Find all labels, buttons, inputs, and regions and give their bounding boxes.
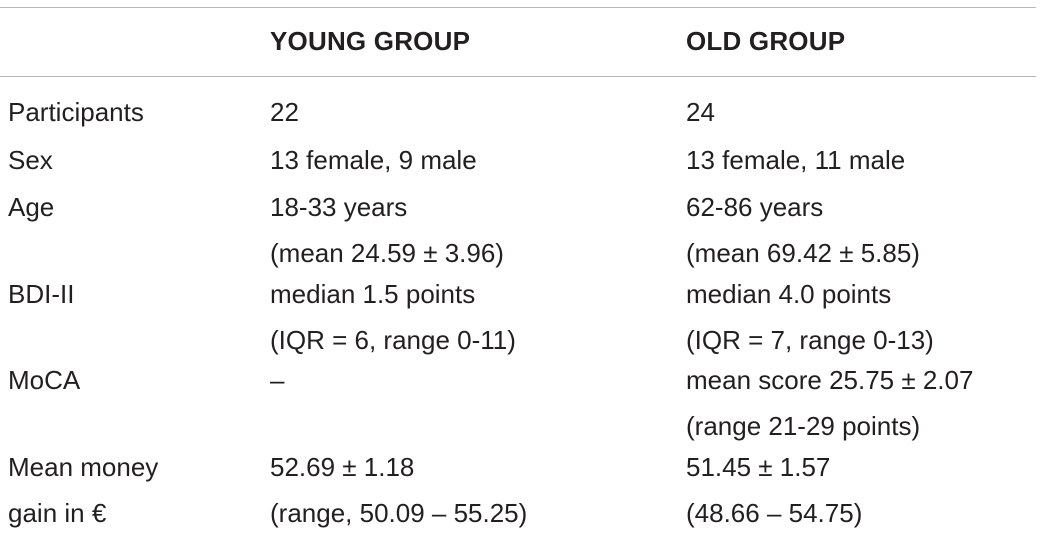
old-bdi-cell: median 4.0 points (IQR = 7, range 0-13) [686,279,934,355]
row-label-mean-money-gain: Mean money gain in € [8,452,159,528]
young-money-gain-cell: 52.69 ± 1.18 (range, 50.09 – 55.25) [270,452,528,528]
header-rule [0,76,1036,77]
young-bdi-cell: median 1.5 points (IQR = 6, range 0-11) [270,279,516,355]
row-label-age: Age [8,192,55,222]
row-label-sex: Sex [8,145,53,175]
table-top-rule [0,7,1036,8]
young-sex-cell: 13 female, 9 male [270,145,477,175]
column-header-old-group: OLD GROUP [686,26,846,56]
row-label-bdi-ii: BDI-II [8,279,75,309]
row-label-participants: Participants [8,97,144,127]
old-age-cell: 62-86 years (mean 69.42 ± 5.85) [686,192,920,268]
young-age-cell: 18-33 years (mean 24.59 ± 3.96) [270,192,504,268]
old-participants-cell: 24 [686,97,715,127]
young-participants-cell: 22 [270,97,299,127]
old-moca-cell: mean score 25.75 ± 2.07 (range 21-29 poi… [686,365,974,441]
young-moca-cell: – [270,365,285,395]
old-sex-cell: 13 female, 11 male [686,145,906,175]
column-header-young-group: YOUNG GROUP [270,26,471,56]
old-money-gain-cell: 51.45 ± 1.57 (48.66 – 54.75) [686,452,863,528]
row-label-moca: MoCA [8,365,81,395]
